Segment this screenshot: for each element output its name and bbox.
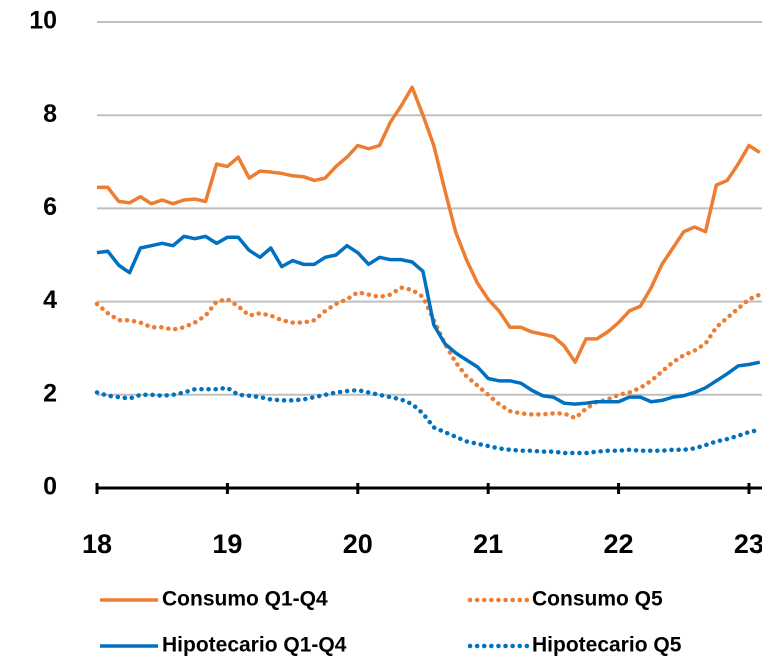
x-tick-label: 18 [82,529,112,559]
series-line [96,234,761,406]
legend-label: Consumo Q1-Q4 [162,588,328,611]
y-tick-label: 10 [29,7,57,35]
series-line [94,285,762,421]
legend-label: Hipotecario Q5 [532,634,682,657]
series-line [97,85,761,364]
legend-label: Consumo Q5 [532,588,663,611]
plot-area [94,85,762,456]
y-tick-label: 4 [43,286,57,314]
y-tick-label: 2 [43,379,57,407]
x-tick-label: 23 [734,529,762,559]
legend-label: Hipotecario Q1-Q4 [162,634,347,657]
x-tick-label: 20 [343,529,373,559]
y-tick-label: 0 [43,473,57,501]
series-line [94,385,762,456]
x-tick-label: 19 [212,529,242,559]
y-tick-label: 8 [43,100,57,128]
y-tick-label: 6 [43,193,57,221]
x-tick-label: 22 [604,529,634,559]
x-tick-label: 21 [473,529,503,559]
